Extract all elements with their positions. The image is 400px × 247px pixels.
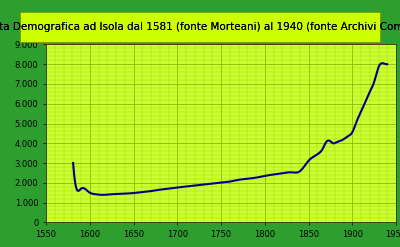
FancyBboxPatch shape	[20, 12, 380, 42]
Text: Crescita Demografica ad Isola dal 1581 (fonte Morteani) al 1940 (fonte Archivi C: Crescita Demografica ad Isola dal 1581 (…	[0, 22, 400, 32]
Text: Crescita Demografica ad Isola dal 1581 (fonte Morteani) al 1940 (fonte Archivi C: Crescita Demografica ad Isola dal 1581 (…	[0, 22, 400, 32]
